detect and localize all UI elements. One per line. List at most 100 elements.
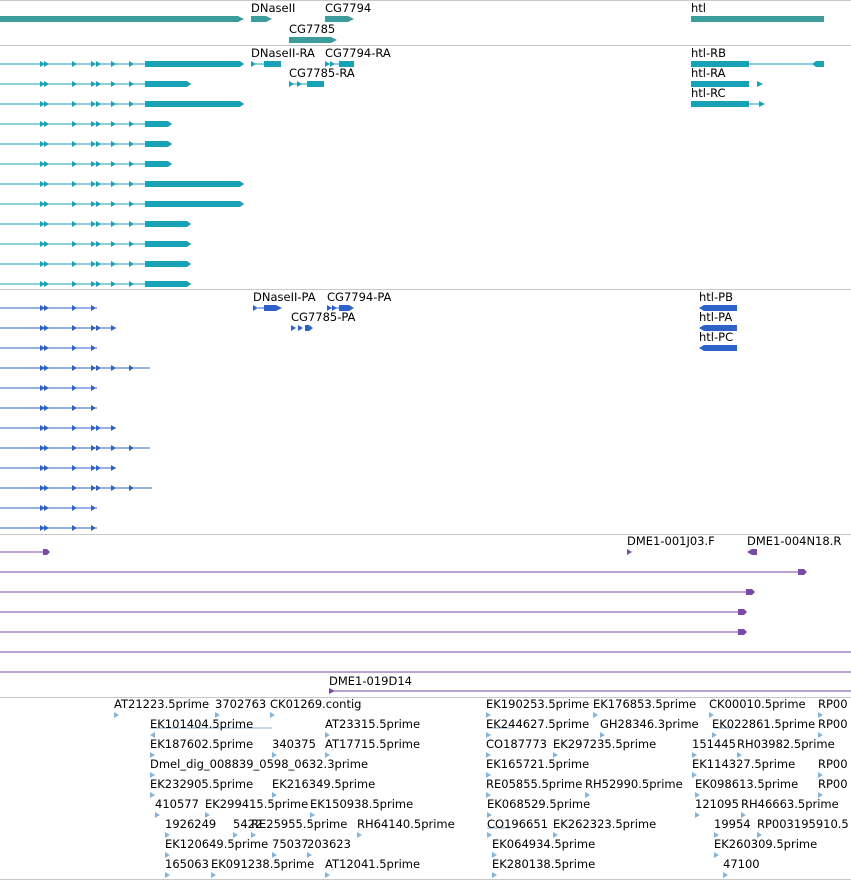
transcript-feature-cg7785-ra[interactable]	[289, 81, 302, 87]
est-feature[interactable]	[695, 792, 700, 798]
transcript-row[interactable]	[0, 161, 172, 167]
est-feature[interactable]	[272, 752, 277, 758]
est-feature[interactable]	[270, 712, 275, 718]
est-feature[interactable]	[486, 712, 491, 718]
protein-feature-cg7785-pa[interactable]	[291, 325, 313, 331]
est-label[interactable]: EK299415.5prime	[205, 797, 309, 811]
est-feature[interactable]	[600, 732, 605, 738]
est-label[interactable]: EK260309.5prime	[714, 837, 818, 851]
transcript-row[interactable]	[0, 181, 244, 187]
est-label[interactable]: EK297235.5prime	[553, 737, 657, 751]
gene-bar-left[interactable]	[0, 16, 244, 22]
est-feature[interactable]	[553, 832, 558, 838]
protein-row[interactable]	[0, 445, 150, 451]
est-feature[interactable]	[150, 772, 155, 778]
est-label[interactable]: EK165721.5prime	[486, 757, 590, 771]
est-label[interactable]: EK022861.5prime	[712, 717, 816, 731]
est-feature[interactable]	[692, 752, 697, 758]
gene-bar-cg7785[interactable]	[289, 37, 337, 43]
transcript-row[interactable]	[0, 281, 191, 287]
est-feature[interactable]	[486, 732, 491, 738]
gene-label-htl[interactable]: htl	[691, 1, 706, 15]
protein-feature-htl-pb[interactable]	[699, 305, 737, 311]
est-feature[interactable]	[325, 752, 330, 758]
est-feature[interactable]	[692, 772, 697, 778]
est-feature[interactable]	[492, 852, 497, 858]
est-feature[interactable]	[215, 712, 220, 718]
est-feature[interactable]	[165, 832, 170, 838]
est-feature[interactable]	[486, 772, 491, 778]
est-label[interactable]: EK232905.5prime	[150, 777, 254, 791]
est-label[interactable]: Dmel_dig_008839_0598_0632.3prime	[150, 757, 369, 771]
est-feature[interactable]	[114, 712, 119, 718]
transcript-row[interactable]	[0, 241, 191, 247]
transcript-row[interactable]	[0, 121, 172, 127]
est-feature[interactable]	[251, 832, 256, 838]
clone-row[interactable]	[746, 589, 755, 595]
est-feature[interactable]	[585, 792, 590, 798]
protein-row[interactable]	[0, 405, 97, 411]
gene-label-cg7794[interactable]: CG7794	[325, 1, 372, 15]
transcript-feature-htl-ra[interactable]	[757, 81, 763, 87]
est-feature[interactable]	[310, 812, 315, 818]
protein-row[interactable]	[0, 345, 97, 351]
est-feature[interactable]	[553, 752, 558, 758]
est-label[interactable]: RH03982.5prime	[737, 737, 835, 751]
est-label[interactable]: RE05855.5prime	[486, 777, 583, 791]
protein-row[interactable]	[0, 305, 97, 311]
est-feature[interactable]	[712, 732, 717, 738]
est-label[interactable]: CO187773	[486, 737, 547, 751]
est-feature[interactable]	[714, 852, 719, 858]
transcript-row[interactable]	[0, 221, 191, 227]
protein-row[interactable]	[0, 365, 150, 371]
protein-row[interactable]	[0, 325, 116, 331]
protein-row[interactable]	[0, 425, 116, 431]
est-feature[interactable]	[714, 832, 719, 838]
est-label[interactable]: 151445	[692, 737, 736, 751]
est-label[interactable]: RP00	[818, 697, 848, 711]
est-feature[interactable]	[205, 812, 210, 818]
transcript-row[interactable]	[0, 261, 191, 267]
est-label[interactable]: 203623	[307, 837, 351, 851]
est-label[interactable]: AT23315.5prime	[325, 717, 421, 731]
est-feature[interactable]	[487, 812, 492, 818]
protein-feature-dnaseii-pa[interactable]	[264, 305, 282, 311]
est-label[interactable]: EK216349.5prime	[272, 777, 376, 791]
est-label[interactable]: EK068529.5prime	[487, 797, 591, 811]
clone-label-dme1-001j03[interactable]: DME1-001J03.F	[627, 534, 715, 548]
gene-label-cg7785[interactable]: CG7785	[289, 22, 336, 36]
est-label[interactable]: RH46663.5prime	[741, 797, 839, 811]
clone-row[interactable]	[798, 569, 807, 575]
est-label[interactable]: RE25955.5prime	[251, 817, 348, 831]
protein-label-dnaseii-pa[interactable]: DNaseII-PA	[253, 290, 316, 304]
est-label[interactable]: RP00	[818, 777, 848, 791]
est-label[interactable]: 19954	[714, 817, 751, 831]
transcript-feature-dnaseii-ra[interactable]	[264, 61, 281, 67]
est-label[interactable]: RP00	[818, 757, 848, 771]
protein-label-htl-pa[interactable]: htl-PA	[699, 310, 733, 324]
est-label[interactable]: 121095	[695, 797, 739, 811]
est-feature[interactable]	[709, 712, 714, 718]
est-feature[interactable]	[272, 852, 277, 858]
est-label[interactable]: AT12041.5prime	[325, 857, 421, 871]
est-label[interactable]: RP003195910.5	[757, 817, 849, 831]
est-feature[interactable]	[486, 752, 491, 758]
protein-label-htl-pc[interactable]: htl-PC	[699, 330, 734, 344]
est-label[interactable]: AT21223.5prime	[114, 697, 210, 711]
est-feature[interactable]	[150, 792, 155, 798]
est-feature[interactable]	[165, 852, 170, 858]
transcript-feature-htl-rb[interactable]	[691, 61, 749, 67]
est-label[interactable]: EK120649.5prime	[165, 837, 269, 851]
est-label[interactable]: EK064934.5prime	[492, 837, 596, 851]
est-label[interactable]: EK114327.5prime	[692, 757, 796, 771]
est-feature[interactable]	[487, 832, 492, 838]
transcript-row[interactable]	[0, 101, 244, 107]
transcript-feature-htl-rb[interactable]	[812, 61, 824, 67]
est-label[interactable]: RH52990.5prime	[585, 777, 683, 791]
transcript-row[interactable]	[0, 61, 244, 67]
transcript-feature-cg7794-ra[interactable]	[339, 61, 354, 67]
clone-feature-dme1-019d14[interactable]	[329, 688, 335, 694]
est-feature[interactable]	[818, 732, 823, 738]
protein-feature-htl-pa[interactable]	[699, 325, 737, 331]
est-label[interactable]: 5422	[233, 817, 263, 831]
